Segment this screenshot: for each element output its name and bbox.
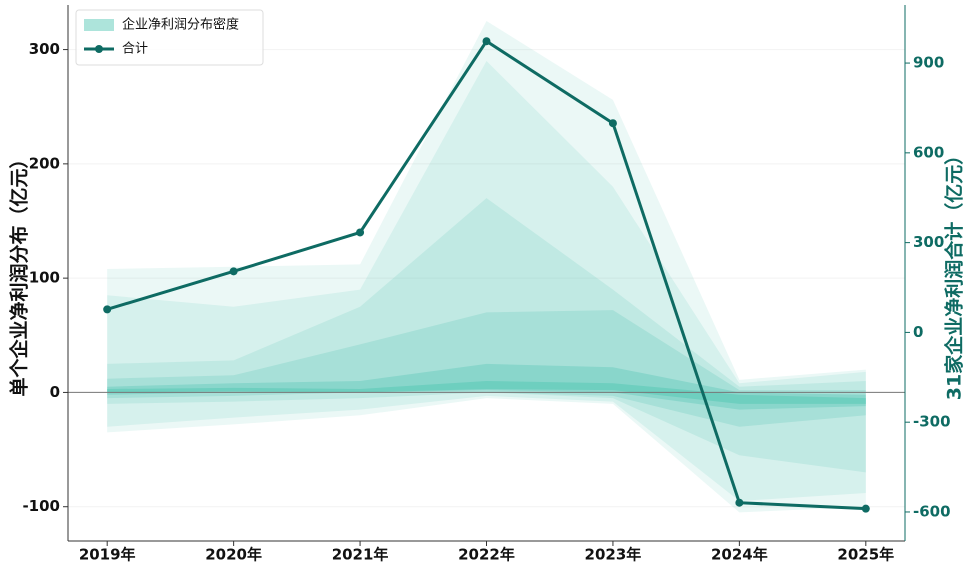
total-point [229, 267, 238, 276]
density-band [107, 310, 866, 427]
total-point [861, 504, 870, 513]
total-point [735, 498, 744, 507]
y2-tick-label: 0 [913, 323, 923, 341]
y2-tick-label: 300 [913, 233, 944, 251]
total-point [482, 37, 491, 46]
x-tick-label: 2025年 [837, 546, 894, 564]
total-point [608, 119, 617, 128]
x-tick-label: 2024年 [711, 546, 768, 564]
y-tick-label: 0 [50, 383, 60, 401]
y2-tick-label: -300 [913, 413, 951, 431]
legend-swatch [84, 19, 114, 31]
x-tick-label: 2019年 [79, 546, 136, 564]
y-tick-label: -100 [22, 497, 60, 515]
x-tick-label: 2023年 [585, 546, 642, 564]
y-tick-label: 300 [29, 40, 60, 58]
y2-axis-label: 31家企业净利润合计（亿元） [943, 146, 966, 400]
x-tick-label: 2021年 [332, 546, 389, 564]
legend-label: 企业净利润分布密度 [122, 17, 239, 33]
y-tick-label: 100 [29, 269, 60, 287]
y2-tick-label: 900 [913, 54, 944, 72]
legend-label: 合计 [122, 42, 148, 57]
y2-tick-label: 600 [913, 143, 944, 161]
total-point [103, 305, 112, 314]
total-point [356, 228, 365, 237]
y-axis-label: 单个企业净利润分布（亿元） [8, 149, 31, 396]
x-tick-label: 2022年 [458, 546, 515, 564]
y-tick-label: 200 [29, 154, 60, 172]
density-band [107, 198, 866, 473]
y2-tick-label: -600 [913, 502, 951, 520]
legend-box [75, 9, 264, 66]
x-tick-label: 2020年 [205, 546, 262, 564]
legend-marker [95, 45, 103, 53]
